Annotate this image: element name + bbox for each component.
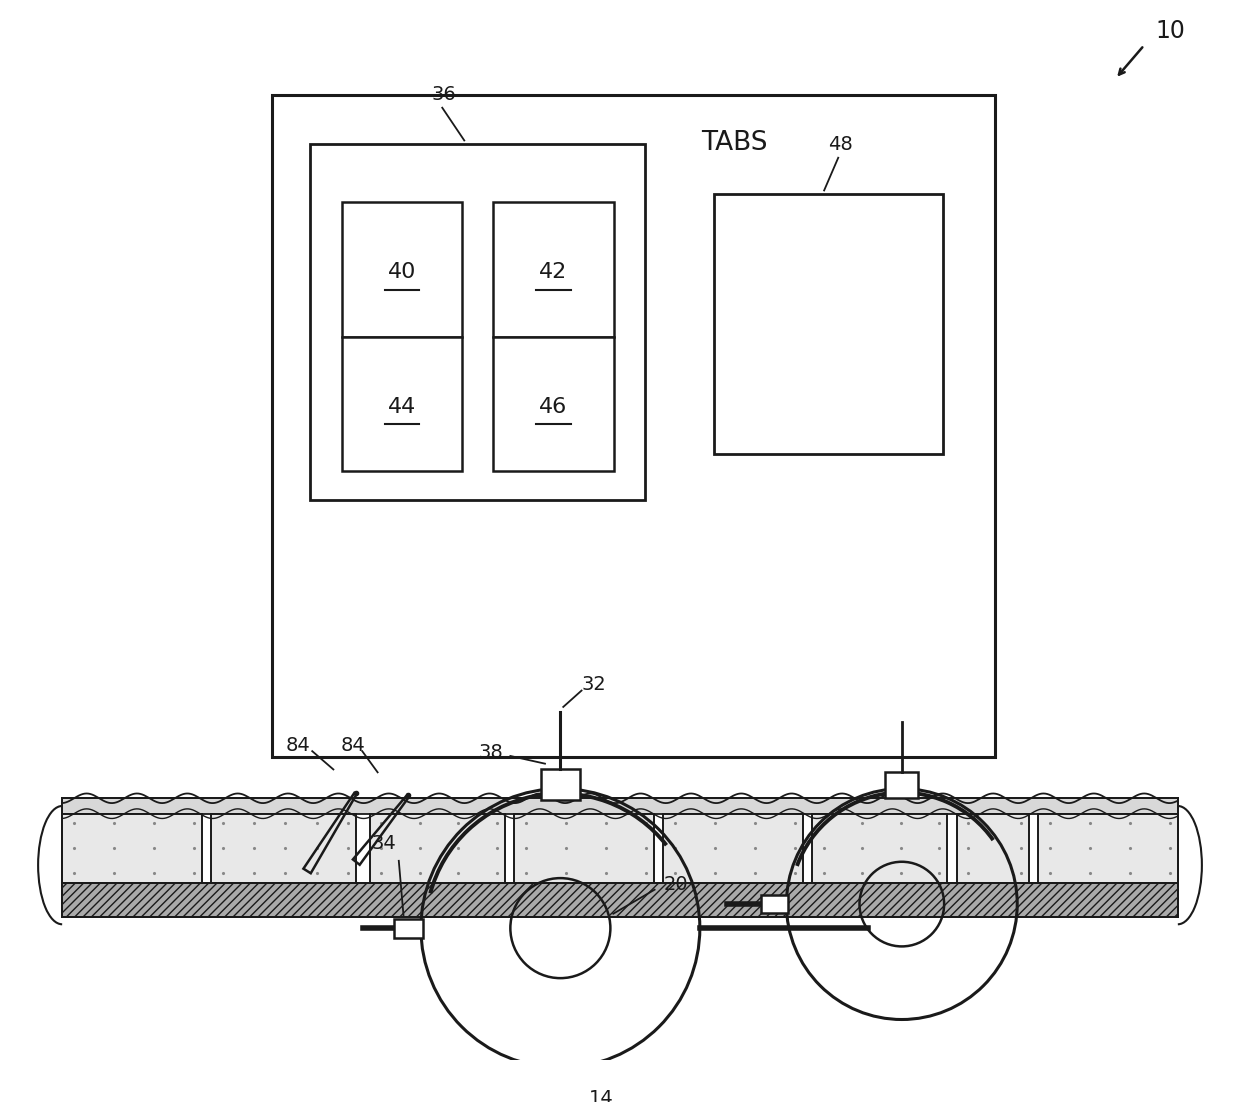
Text: 10: 10 [1156, 19, 1185, 43]
Text: 34: 34 [372, 834, 397, 853]
Text: 38: 38 [479, 743, 503, 761]
Text: 36: 36 [432, 85, 456, 104]
Bar [342, 336, 463, 472]
Bar [515, 813, 653, 883]
Bar [714, 194, 944, 454]
Text: TABS: TABS [702, 130, 768, 156]
Text: 14: 14 [589, 1089, 614, 1102]
Text: 32: 32 [582, 676, 606, 694]
Bar [541, 769, 579, 800]
Text: 44: 44 [388, 397, 415, 417]
Bar [494, 202, 614, 336]
Bar [310, 144, 645, 500]
Bar [342, 202, 463, 336]
Bar [62, 813, 202, 883]
Text: 84: 84 [340, 736, 365, 755]
Bar [812, 813, 947, 883]
Bar [62, 883, 1178, 917]
Text: 20: 20 [663, 875, 688, 895]
Bar [272, 95, 996, 757]
Text: 84: 84 [285, 736, 310, 755]
Text: 40: 40 [388, 262, 415, 282]
Bar [370, 813, 505, 883]
Bar [1038, 813, 1178, 883]
Text: 46: 46 [539, 397, 568, 417]
Text: 42: 42 [539, 262, 568, 282]
Bar [62, 798, 1178, 813]
Bar [885, 773, 918, 798]
Bar [211, 813, 356, 883]
Bar [494, 336, 614, 472]
Bar [956, 813, 1029, 883]
Bar [663, 813, 802, 883]
Text: 48: 48 [828, 134, 853, 154]
Bar [394, 918, 423, 938]
Bar [761, 896, 789, 912]
